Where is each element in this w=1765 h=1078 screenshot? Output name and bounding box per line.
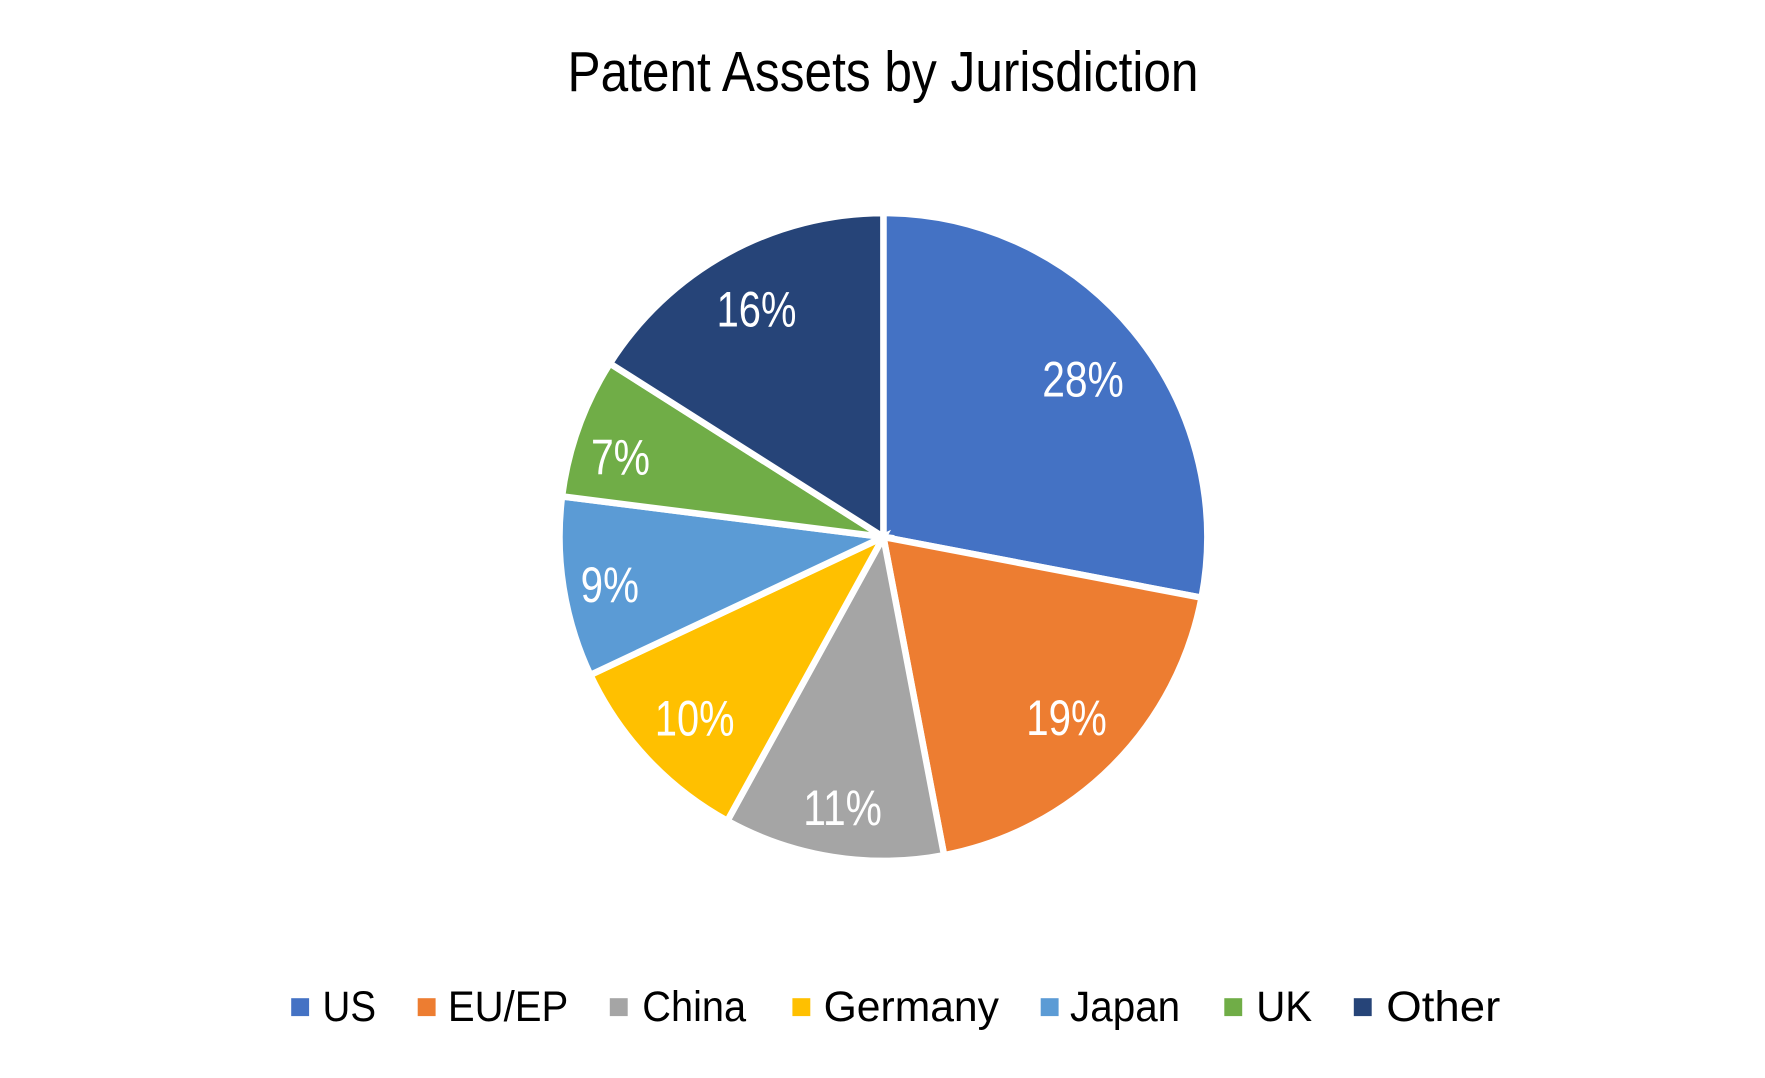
svg-text:Japan: Japan: [1070, 983, 1180, 1031]
svg-text:19%: 19%: [1026, 690, 1107, 746]
svg-text:11%: 11%: [803, 780, 882, 836]
svg-text:EU/EP: EU/EP: [448, 983, 568, 1031]
svg-text:7%: 7%: [591, 429, 650, 485]
svg-text:Germany: Germany: [824, 983, 1000, 1031]
svg-text:Other: Other: [1386, 983, 1500, 1031]
svg-text:China: China: [642, 983, 746, 1031]
svg-text:US: US: [323, 983, 377, 1031]
svg-text:UK: UK: [1256, 983, 1312, 1031]
svg-text:9%: 9%: [581, 557, 639, 613]
svg-text:Patent Assets by Jurisdiction: Patent Assets by Jurisdiction: [568, 40, 1199, 104]
svg-text:28%: 28%: [1042, 352, 1124, 408]
svg-text:10%: 10%: [655, 690, 735, 746]
svg-text:16%: 16%: [717, 282, 797, 338]
